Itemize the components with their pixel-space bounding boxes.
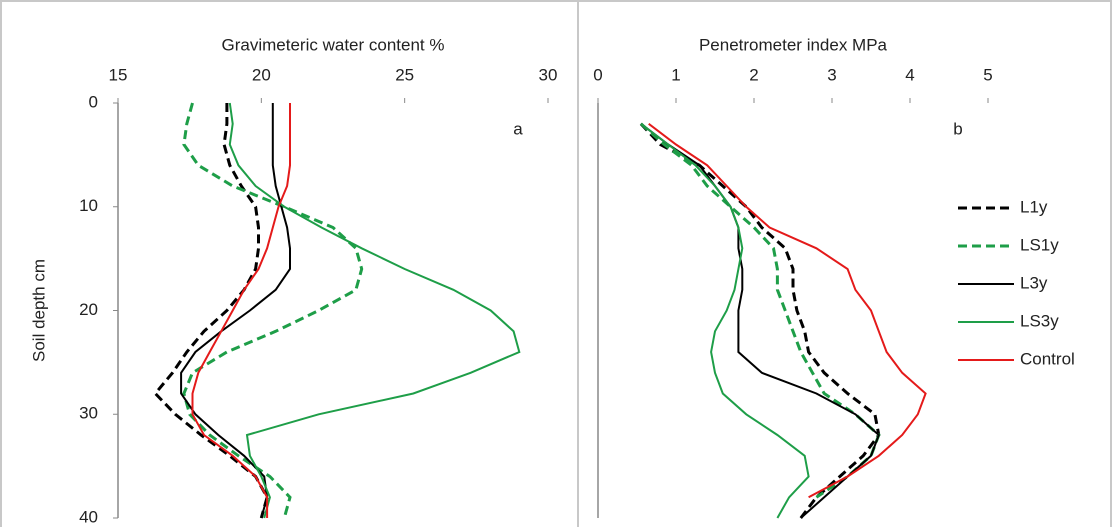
y-tick-label: 40 — [79, 507, 98, 526]
x-tick-label: 2 — [749, 65, 758, 84]
y-tick-label: 30 — [79, 404, 98, 423]
y-tick-label: 20 — [79, 300, 98, 319]
legend-label: LS1y — [1020, 235, 1059, 254]
chart-title: Penetrometer index MPa — [699, 35, 888, 54]
series-line — [639, 122, 881, 499]
x-tick-label: 15 — [109, 65, 128, 84]
x-tick-label: 0 — [593, 65, 602, 84]
y-tick-label: 10 — [79, 196, 98, 215]
x-tick-label: 20 — [252, 65, 271, 84]
series-line — [153, 103, 269, 519]
series-line — [180, 103, 291, 519]
series-line — [639, 122, 881, 519]
legend-label: LS3y — [1020, 311, 1059, 330]
legend-label: Control — [1020, 349, 1075, 368]
series-line — [640, 123, 880, 519]
panel-label: b — [953, 119, 962, 138]
x-tick-label: 4 — [905, 65, 914, 84]
y-tick-label: 0 — [89, 92, 98, 111]
y-axis-label: Soil depth cm — [29, 259, 48, 362]
x-tick-label: 25 — [395, 65, 414, 84]
legend-label: L3y — [1020, 273, 1048, 292]
legend-label: L1y — [1020, 197, 1048, 216]
panel-label: a — [513, 119, 523, 138]
x-tick-label: 1 — [671, 65, 680, 84]
chart-title: Gravimeteric water content % — [222, 35, 445, 54]
x-tick-label: 3 — [827, 65, 836, 84]
series-line — [228, 102, 521, 519]
series-line — [640, 123, 810, 519]
series-line — [191, 103, 291, 518]
series-line — [648, 123, 927, 499]
x-tick-label: 5 — [983, 65, 992, 84]
x-tick-label: 30 — [539, 65, 558, 84]
